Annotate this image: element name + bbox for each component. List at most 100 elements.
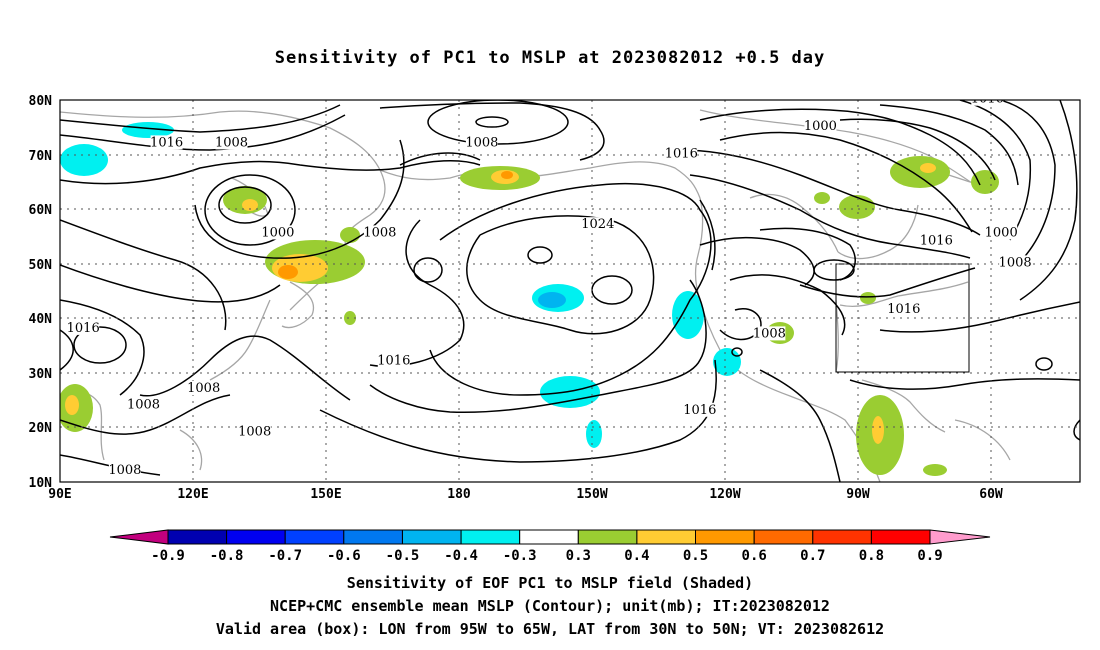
contour-label-background (238, 424, 271, 439)
colorbar-tick-label: -0.9 (151, 548, 185, 564)
contour-label: 1008 (465, 135, 498, 150)
latitude-labels: 80N 70N 60N 50N 40N 30N 20N 10N (29, 94, 53, 491)
contour-label-background (108, 462, 141, 477)
contour-label: 1016 (920, 234, 953, 249)
lon-label: 120E (177, 487, 208, 502)
lat-label: 10N (29, 476, 53, 491)
contour-label-background (377, 353, 410, 368)
colorbar-segment (519, 529, 579, 545)
contour-label: 1000 (804, 119, 837, 134)
lat-label: 80N (29, 94, 53, 109)
colorbar-segment (460, 529, 521, 545)
colorbar-segment (402, 529, 462, 545)
contour-label-background (261, 225, 294, 240)
contour-label-background (804, 119, 837, 133)
colorbar-segment (695, 529, 755, 545)
valid-area-box (835, 263, 970, 373)
colorbar-tick-label: -0.6 (327, 548, 361, 564)
contour-label-background (187, 381, 220, 395)
contour-label-background (215, 135, 248, 150)
contour-label-background (363, 225, 396, 240)
contour-label-background (581, 217, 614, 232)
contour-label: 1008 (187, 381, 220, 396)
colorbar-tick-label: -0.3 (503, 548, 537, 564)
colorbar-tick-label: 0.9 (917, 548, 942, 564)
colorbar-max-arrow (929, 529, 991, 545)
lon-label: 60W (979, 487, 1003, 502)
contour-label-background (67, 320, 100, 335)
lon-label: 90E (48, 487, 71, 502)
contour-label-background (920, 233, 953, 248)
contour-label: 1008 (363, 225, 396, 240)
contour-label: 1008 (999, 255, 1032, 270)
lat-label: 30N (29, 367, 53, 382)
contour-label: 1008 (238, 425, 271, 440)
colorbar-tick-label: 0.8 (859, 548, 884, 564)
contour-label: 1000 (261, 225, 294, 240)
mslp-contours (60, 100, 1080, 482)
colorbar-segment (870, 529, 931, 545)
colorbar-segment (343, 529, 403, 545)
lon-label: 180 (447, 487, 471, 502)
colorbar-tick-label: -0.5 (386, 548, 420, 564)
lon-label: 150W (576, 487, 607, 502)
lat-label: 40N (29, 312, 53, 327)
lat-label: 50N (29, 258, 53, 273)
colorbar: -0.9 -0.8 -0.7 -0.6 -0.5 -0.4 -0.3 0.3 0.4 0.5 0.6… (109, 529, 991, 564)
colorbar-tick-label: -0.8 (210, 548, 244, 564)
contour-label-background (887, 301, 920, 316)
contour-label: 1008 (215, 135, 248, 150)
colorbar-segment (284, 529, 345, 545)
colorbar-tick-label: 0.5 (683, 548, 708, 564)
caption-contour: NCEP+CMC ensemble mean MSLP (Contour); u… (270, 597, 830, 615)
contour-label: 1000 (985, 225, 1018, 240)
colorbar-tick-label: -0.4 (444, 548, 478, 564)
contour-label: 1008 (753, 326, 786, 341)
contour-label: 1016 (150, 135, 183, 150)
caption-valid-area: Valid area (box): LON from 95W to 65W, L… (215, 620, 885, 638)
contour-label-background (665, 146, 698, 161)
colorbar-segment (812, 529, 872, 545)
contour-label-background (1083, 212, 1100, 226)
contour-label-background (150, 135, 183, 150)
colorbar-segment (167, 529, 228, 545)
contour-label-background (465, 135, 498, 150)
colorbar-tick-label: 0.3 (566, 548, 591, 564)
contour-label: 1016 (683, 403, 716, 418)
contour-label: 1016 (887, 302, 920, 317)
contour-label-background (999, 255, 1032, 270)
colorbar-min-arrow (109, 529, 169, 545)
lat-label: 20N (29, 421, 53, 436)
colorbar-segment (753, 529, 814, 545)
sensitivity-shading (60, 122, 999, 476)
contour-label: 1016 (67, 321, 100, 336)
lon-label: 120W (709, 487, 740, 502)
lon-label: 150E (310, 487, 341, 502)
map-title: Sensitivity of PC1 to MSLP at 2023082012… (274, 48, 826, 68)
colorbar-tick-label: 0.4 (624, 548, 649, 564)
contour-label-background (753, 326, 786, 341)
contour-label-background (683, 402, 716, 417)
longitude-labels: 90E 120E 150E 180 150W 120W 90W 60W (48, 487, 1003, 502)
colorbar-tick-label: 0.6 (742, 548, 767, 564)
colorbar-segment (226, 529, 286, 545)
caption-shading: Sensitivity of EOF PC1 to MSLP field (Sh… (346, 574, 754, 592)
colorbar-segment (577, 529, 638, 545)
colorbar-tick-label: -0.7 (268, 548, 302, 564)
contour-label: 1024 (581, 217, 614, 232)
contour-label: 1008 (127, 397, 160, 412)
lat-label: 70N (29, 149, 53, 164)
contour-labels: 1016 1008 1000 1008 1008 1016 1024 1000 1016 1024… (67, 92, 1100, 478)
colorbar-segment (636, 529, 697, 545)
contour-label-background (127, 397, 160, 412)
contour-label-background (971, 100, 1004, 106)
contour-label: 1016 (971, 92, 1004, 107)
contour-label-background (985, 225, 1018, 240)
lat-label: 60N (29, 203, 53, 218)
lon-label: 90W (846, 487, 870, 502)
contour-label: 1016 (665, 146, 698, 161)
contour-label: 1008 (108, 463, 141, 478)
contour-label: 1024 (1082, 212, 1100, 227)
contour-label: 1016 (377, 354, 410, 369)
